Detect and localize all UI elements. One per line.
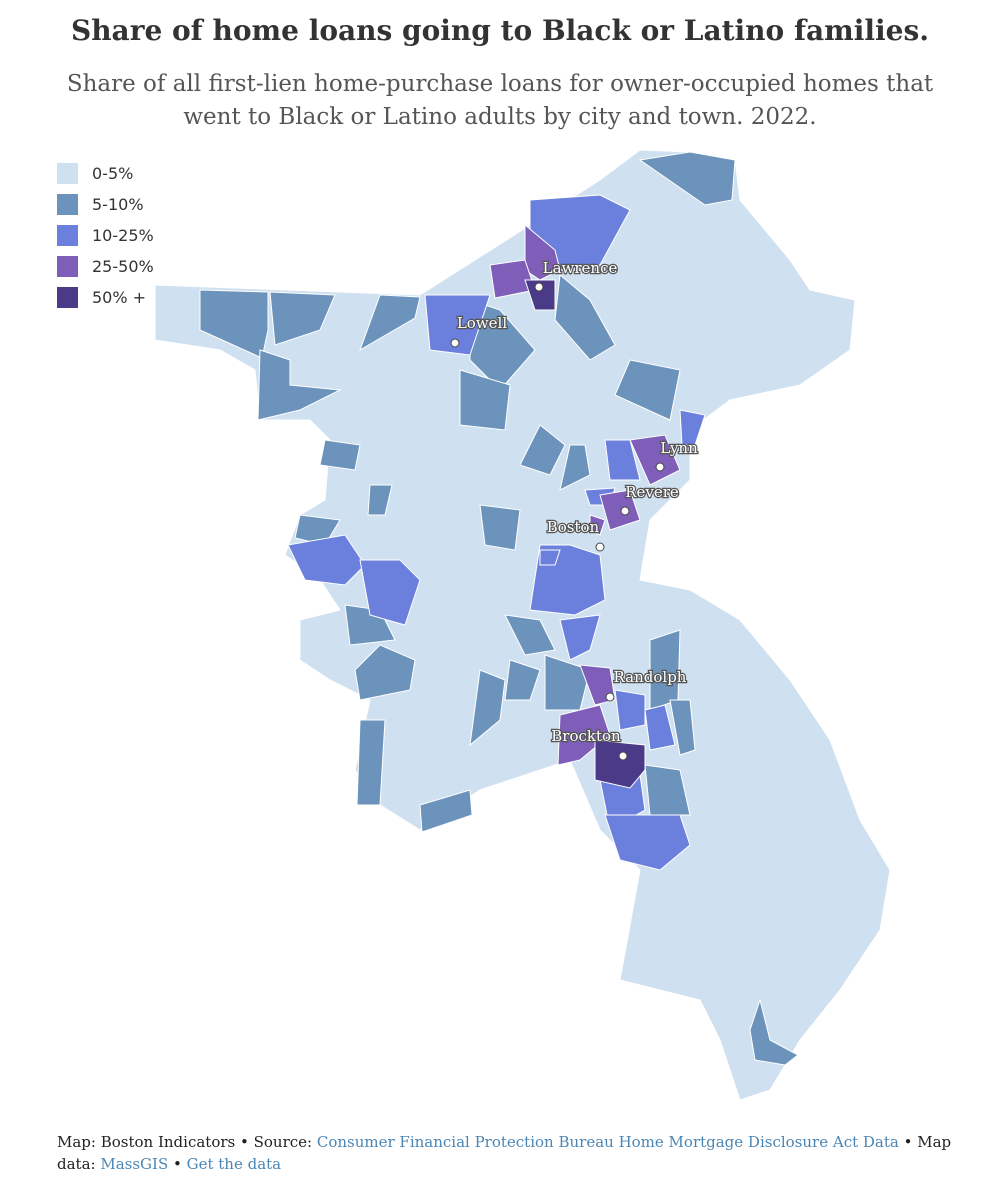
city-label: Lawrence xyxy=(543,259,618,277)
legend: 0-5% 5-10% 10-25% 25-50% 50% + xyxy=(57,158,154,313)
city-marker-revere: Revere xyxy=(620,482,680,516)
town-area xyxy=(319,439,361,471)
city-label: Lowell xyxy=(457,314,508,332)
legend-item: 25-50% xyxy=(57,251,154,282)
legend-label: 5-10% xyxy=(92,195,144,214)
city-dot xyxy=(450,338,460,348)
source-link[interactable]: Consumer Financial Protection Bureau Hom… xyxy=(316,1133,899,1151)
town-area xyxy=(359,294,421,352)
town-area xyxy=(604,439,641,481)
city-marker-lowell: Lowell xyxy=(450,313,509,348)
legend-item: 50% + xyxy=(57,282,154,313)
get-data-link[interactable]: Get the data xyxy=(186,1155,282,1173)
town-area xyxy=(638,151,736,206)
city-label: Boston xyxy=(547,518,600,536)
legend-swatch xyxy=(57,256,78,277)
town-area xyxy=(424,294,491,356)
city-label: Brockton xyxy=(551,727,621,745)
city-dot xyxy=(534,282,544,292)
town-area xyxy=(469,669,506,747)
legend-swatch xyxy=(57,194,78,215)
town-area xyxy=(269,291,336,346)
city-dot xyxy=(605,692,615,702)
town-area xyxy=(419,789,473,833)
massgis-link[interactable]: MassGIS xyxy=(100,1155,169,1173)
legend-label: 10-25% xyxy=(92,226,154,245)
town-area xyxy=(257,349,342,421)
town-area xyxy=(614,359,681,421)
legend-item: 0-5% xyxy=(57,158,154,189)
town-area xyxy=(504,614,556,656)
legend-item: 10-25% xyxy=(57,220,154,251)
city-marker-brockton: Brockton xyxy=(550,726,628,761)
town-area xyxy=(539,549,561,566)
town-area xyxy=(367,484,393,516)
city-dot xyxy=(595,542,605,552)
town-area xyxy=(599,489,641,531)
town-area xyxy=(504,659,541,701)
city-dot xyxy=(618,751,628,761)
town-area xyxy=(519,424,566,476)
town-area xyxy=(614,689,646,731)
town-area xyxy=(749,998,799,1066)
town-area xyxy=(354,644,416,701)
legend-label: 0-5% xyxy=(92,164,134,183)
city-dot xyxy=(620,506,630,516)
city-dot xyxy=(655,462,665,472)
town-area xyxy=(594,739,646,789)
credit: Map: Boston Indicators • Source: xyxy=(57,1133,317,1151)
map-title: Share of home loans going to Black or La… xyxy=(70,14,930,47)
legend-label: 25-50% xyxy=(92,257,154,276)
legend-label: 50% + xyxy=(92,288,147,307)
city-label: Revere xyxy=(625,483,679,501)
town-area xyxy=(629,434,681,486)
town-area xyxy=(199,289,269,359)
town-area xyxy=(604,814,691,871)
town-area xyxy=(524,279,556,311)
city-label: Randolph xyxy=(614,668,687,686)
mapdata-label: • Map data: xyxy=(57,1133,952,1173)
town-area xyxy=(679,409,706,446)
town-area xyxy=(359,559,421,626)
legend-item: 5-10% xyxy=(57,189,154,220)
footer: Map: Boston Indicators • Source: Consume… xyxy=(57,1131,987,1175)
map-subtitle: Share of all first-lien home-purchase lo… xyxy=(66,71,934,130)
legend-swatch xyxy=(57,287,78,308)
town-area xyxy=(356,719,386,806)
town-area xyxy=(644,764,691,816)
city-marker-randolph: Randolph xyxy=(605,667,688,702)
city-marker-lawrence: Lawrence xyxy=(534,258,619,292)
town-area xyxy=(559,614,601,661)
city-marker-lynn: Lynn xyxy=(655,438,699,472)
legend-swatch xyxy=(57,225,78,246)
town-area xyxy=(287,534,366,586)
city-marker-boston: Boston xyxy=(546,517,605,552)
town-area xyxy=(644,704,676,751)
city-label: Lynn xyxy=(660,439,698,457)
town-area xyxy=(669,699,696,756)
separator: • xyxy=(168,1155,187,1173)
town-area xyxy=(559,444,591,491)
town-area xyxy=(589,514,606,536)
legend-swatch xyxy=(57,163,78,184)
town-area xyxy=(479,504,521,551)
town-area xyxy=(459,369,511,431)
town-area xyxy=(554,274,616,361)
